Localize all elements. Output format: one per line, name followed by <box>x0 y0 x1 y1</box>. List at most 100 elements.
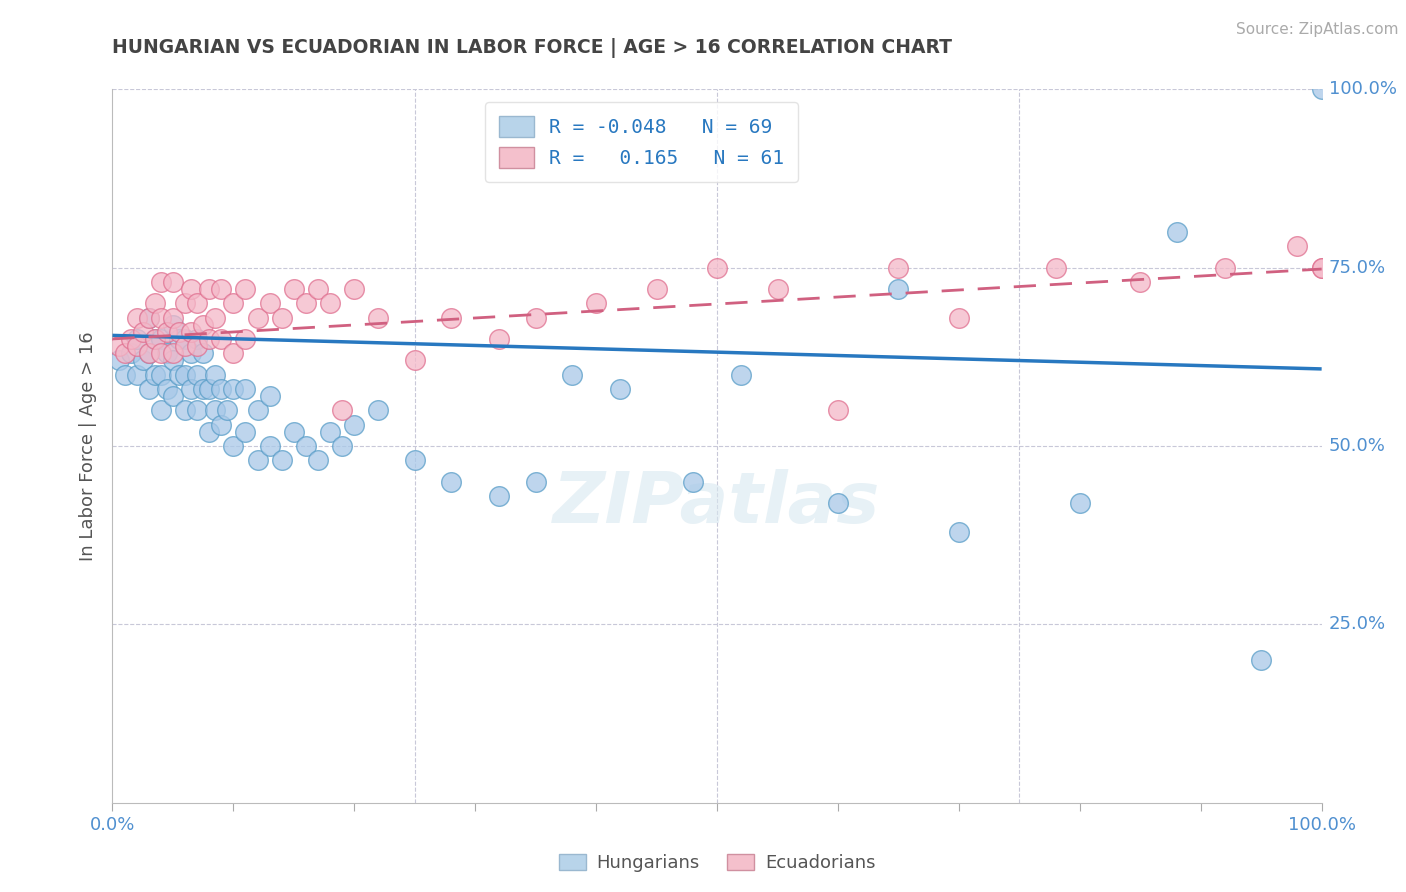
Text: 50.0%: 50.0% <box>1329 437 1385 455</box>
Y-axis label: In Labor Force | Age > 16: In Labor Force | Age > 16 <box>79 331 97 561</box>
Point <box>440 310 463 325</box>
Point <box>270 453 292 467</box>
Point <box>827 496 849 510</box>
Point <box>209 382 232 396</box>
Point <box>180 346 202 360</box>
Point <box>143 368 166 382</box>
Point <box>488 489 510 503</box>
Text: 25.0%: 25.0% <box>1329 615 1386 633</box>
Point <box>235 332 257 346</box>
Point <box>180 325 202 339</box>
Point <box>125 339 148 353</box>
Legend: Hungarians, Ecuadorians: Hungarians, Ecuadorians <box>551 847 883 880</box>
Point <box>204 310 226 325</box>
Point <box>246 403 269 417</box>
Point <box>114 368 136 382</box>
Point <box>1045 260 1067 275</box>
Text: 75.0%: 75.0% <box>1329 259 1386 277</box>
Point <box>162 346 184 360</box>
Point <box>235 382 257 396</box>
Point <box>209 332 232 346</box>
Point <box>204 368 226 382</box>
Point <box>162 318 184 332</box>
Point <box>524 475 547 489</box>
Point <box>107 339 129 353</box>
Point <box>149 403 172 417</box>
Point <box>186 368 208 382</box>
Point <box>246 310 269 325</box>
Point <box>1250 653 1272 667</box>
Point <box>585 296 607 310</box>
Point <box>295 296 318 310</box>
Point <box>138 346 160 360</box>
Point <box>1129 275 1152 289</box>
Point <box>167 368 190 382</box>
Point <box>887 260 910 275</box>
Point <box>706 260 728 275</box>
Point <box>1310 260 1333 275</box>
Point <box>174 332 197 346</box>
Point <box>198 382 221 396</box>
Point <box>107 353 129 368</box>
Point <box>404 453 426 467</box>
Point <box>156 382 179 396</box>
Point <box>367 403 389 417</box>
Point <box>1069 496 1091 510</box>
Text: HUNGARIAN VS ECUADORIAN IN LABOR FORCE | AGE > 16 CORRELATION CHART: HUNGARIAN VS ECUADORIAN IN LABOR FORCE |… <box>112 38 952 58</box>
Point <box>132 325 155 339</box>
Point <box>138 382 160 396</box>
Point <box>186 339 208 353</box>
Point <box>330 403 353 417</box>
Point <box>198 425 221 439</box>
Point <box>120 346 142 360</box>
Point <box>149 332 172 346</box>
Text: ZIPatlas: ZIPatlas <box>554 468 880 538</box>
Point <box>319 296 342 310</box>
Point <box>367 310 389 325</box>
Point <box>143 332 166 346</box>
Point <box>222 439 245 453</box>
Point <box>191 318 214 332</box>
Point <box>948 310 970 325</box>
Point <box>440 475 463 489</box>
Point <box>162 310 184 325</box>
Point <box>174 339 197 353</box>
Point <box>246 453 269 467</box>
Point <box>186 332 208 346</box>
Point <box>174 296 197 310</box>
Point <box>162 275 184 289</box>
Point <box>307 282 329 296</box>
Point <box>125 310 148 325</box>
Point <box>259 389 281 403</box>
Point <box>222 296 245 310</box>
Point <box>156 346 179 360</box>
Text: Source: ZipAtlas.com: Source: ZipAtlas.com <box>1236 22 1399 37</box>
Point <box>1166 225 1188 239</box>
Point <box>125 368 148 382</box>
Point <box>766 282 789 296</box>
Point <box>609 382 631 396</box>
Point <box>307 453 329 467</box>
Point <box>222 346 245 360</box>
Point <box>198 282 221 296</box>
Point <box>186 403 208 417</box>
Point <box>204 403 226 417</box>
Point <box>138 310 160 325</box>
Point <box>167 332 190 346</box>
Point <box>235 425 257 439</box>
Point <box>1213 260 1236 275</box>
Text: 100.0%: 100.0% <box>1329 80 1396 98</box>
Point <box>114 346 136 360</box>
Point <box>217 403 239 417</box>
Point <box>645 282 668 296</box>
Point <box>180 382 202 396</box>
Point <box>295 439 318 453</box>
Point <box>222 382 245 396</box>
Point <box>180 282 202 296</box>
Point <box>682 475 704 489</box>
Point <box>561 368 583 382</box>
Point <box>149 368 172 382</box>
Point <box>259 296 281 310</box>
Point <box>125 332 148 346</box>
Point <box>132 353 155 368</box>
